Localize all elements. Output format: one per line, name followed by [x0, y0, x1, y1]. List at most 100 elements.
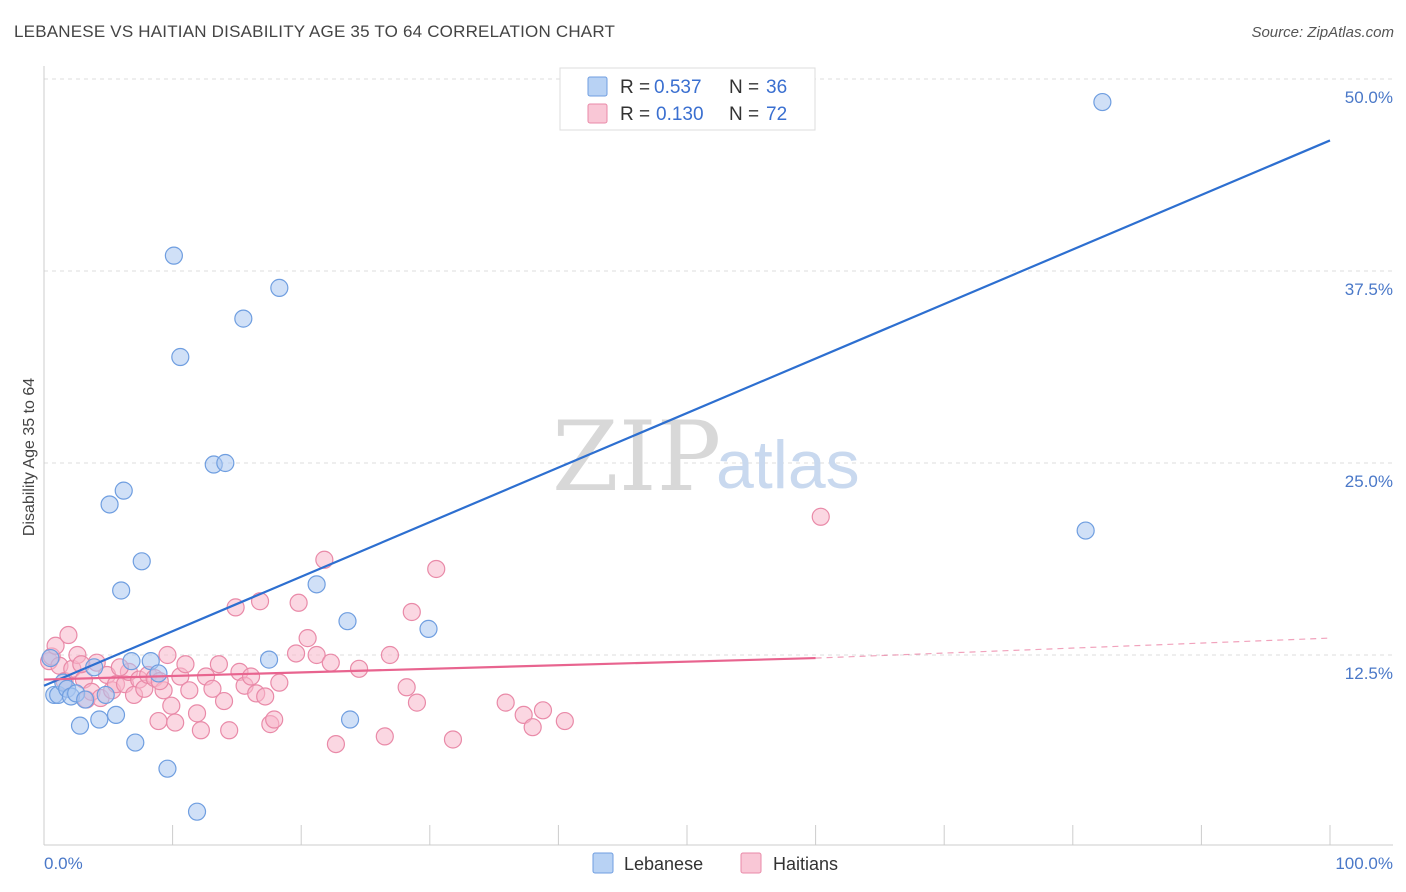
lebanese-point [126, 733, 145, 752]
legend-n-label-lebanese: N = [729, 77, 759, 98]
legend-r-label-haitians: R = [620, 104, 650, 125]
lebanese-point [259, 650, 279, 669]
lebanese-point [106, 705, 126, 725]
y-tick-label: 37.5% [1345, 280, 1393, 299]
legend-n-value-lebanese: 36 [766, 77, 787, 98]
lebanese-point [270, 278, 289, 297]
y-axis-label: Disability Age 35 to 64 [21, 378, 38, 536]
haitian-point [180, 681, 199, 700]
bottom-legend-lebanese: Lebanese [624, 854, 703, 874]
legend-r-value-haitians: 0.130 [656, 104, 704, 125]
legend-swatch-lebanese [587, 76, 608, 97]
haitian-point [286, 644, 306, 663]
lebanese-point [171, 347, 190, 367]
lebanese-point [90, 710, 109, 729]
lebanese-point [1076, 521, 1095, 540]
haitian-point [256, 687, 275, 706]
grid-layer [44, 78, 1393, 656]
bottom-legend: Lebanese Haitians [592, 852, 838, 874]
haitian-point [811, 507, 830, 526]
lebanese-trend-line [43, 139, 1331, 687]
haitian-point [533, 701, 553, 720]
haitian-point [321, 653, 340, 672]
haitian-point [241, 667, 261, 686]
lebanese-point [307, 575, 326, 594]
lebanese-point [338, 612, 357, 631]
haitian-point [402, 602, 421, 622]
x-tick-label-min: 0.0% [44, 854, 83, 873]
legend-swatch-haitians [587, 103, 608, 124]
y-tick-label: 50.0% [1345, 88, 1393, 107]
haitian-point [523, 718, 542, 737]
lebanese-point [122, 652, 141, 671]
haitian-point [349, 659, 369, 678]
lebanese-point [216, 453, 235, 473]
lebanese-point [41, 648, 60, 668]
lebanese-point [114, 481, 133, 500]
legend-r-label-lebanese: R = [620, 77, 650, 98]
haitian-point [443, 730, 463, 749]
bottom-legend-swatch-haitians [740, 852, 762, 874]
haitian-trend-line-extension [815, 637, 1331, 659]
lebanese-point [158, 759, 177, 778]
haitian-point [496, 693, 515, 712]
bottom-legend-haitians: Haitians [773, 854, 838, 874]
haitian-point [298, 629, 317, 648]
haitian-point [307, 645, 326, 665]
lebanese-point [1093, 92, 1112, 112]
legend-r-value-lebanese: 0.537 [654, 77, 702, 98]
haitian-points [40, 507, 830, 754]
haitian-point [176, 655, 195, 674]
watermark-zip: ZIP [552, 401, 721, 513]
haitian-point [427, 559, 446, 579]
axes-layer: 12.5% 25.0% 37.5% 50.0% [43, 66, 1393, 846]
haitian-point [166, 713, 185, 732]
lebanese-point [76, 690, 95, 709]
haitian-point [191, 721, 210, 740]
y-tick-label: 25.0% [1345, 472, 1393, 491]
lebanese-point [100, 495, 119, 514]
legend-n-label-haitians: N = [729, 104, 759, 125]
lebanese-point [149, 664, 168, 683]
legend-n-value-haitians: 72 [766, 104, 787, 125]
haitian-point [203, 679, 222, 698]
legend: R = 0.537 N = 36 R = 0.130 N = 72 [559, 67, 816, 131]
haitian-point [514, 705, 533, 725]
haitian-point [397, 678, 416, 697]
haitian-point [187, 704, 207, 723]
bottom-legend-swatch-lebanese [592, 852, 614, 874]
haitian-point [162, 696, 181, 715]
x-tick-label-max: 100.0% [1335, 854, 1393, 873]
lebanese-point [70, 716, 90, 735]
trend-layer [43, 139, 1331, 687]
haitian-point [59, 625, 78, 645]
haitian-point [265, 710, 284, 729]
lebanese-point [187, 802, 207, 821]
haitian-point [158, 645, 177, 665]
haitian-point [220, 721, 239, 740]
haitian-point [289, 593, 308, 612]
watermark-atlas: atlas [716, 427, 860, 503]
haitian-trend-line [43, 656, 816, 681]
lebanese-point [164, 246, 183, 265]
haitian-point [149, 711, 168, 731]
haitian-point [209, 655, 228, 674]
haitian-point [380, 645, 400, 665]
watermark: ZIP atlas [552, 401, 860, 513]
lebanese-point [112, 581, 131, 600]
lebanese-point [132, 552, 151, 571]
source-label: Source: ZipAtlas.com [1251, 24, 1394, 41]
lebanese-point [340, 710, 360, 729]
haitian-point [214, 691, 234, 711]
chart-title: LEBANESE VS HAITIAN DISABILITY AGE 35 TO… [14, 22, 616, 41]
y-tick-label: 12.5% [1345, 664, 1393, 683]
lebanese-point [96, 685, 115, 705]
haitian-point [270, 673, 289, 692]
haitian-point [407, 693, 427, 712]
haitian-point [326, 734, 346, 754]
lebanese-point [419, 619, 438, 638]
haitian-point [375, 727, 394, 746]
lebanese-point [234, 309, 253, 328]
haitian-point [555, 711, 574, 731]
